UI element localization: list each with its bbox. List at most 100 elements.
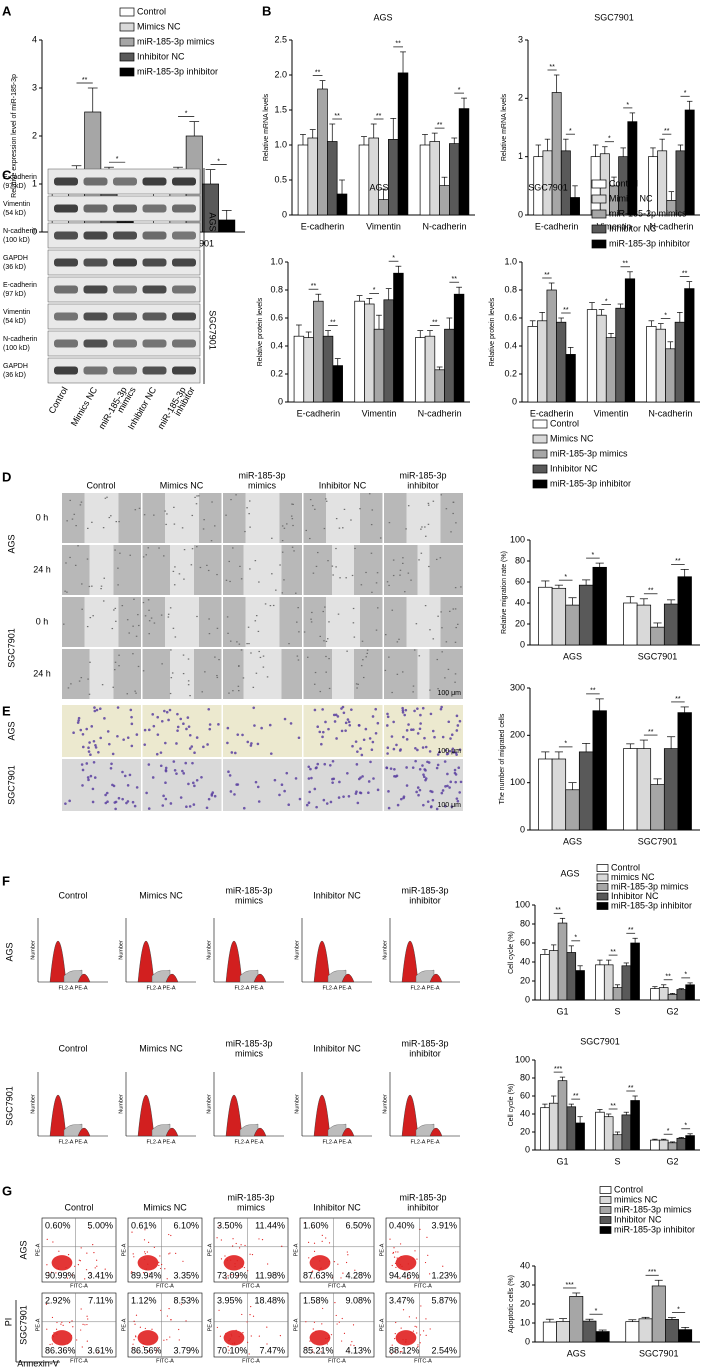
error-bar — [620, 147, 626, 157]
significance-label: * — [592, 552, 595, 559]
event-dot — [318, 1269, 321, 1272]
error-bar — [676, 312, 683, 323]
cell-speck — [239, 565, 241, 568]
event-dot — [248, 1353, 250, 1355]
legend-label: mimics NC — [614, 1194, 658, 1204]
event-dot — [415, 1317, 418, 1319]
bar — [638, 1318, 653, 1343]
error-bar — [628, 1319, 637, 1322]
cell-dot — [348, 723, 352, 727]
cell-dot — [344, 721, 348, 725]
quadrant-value: 4.28% — [345, 1270, 371, 1280]
cell-speck — [182, 654, 185, 656]
g1-peak — [401, 1095, 419, 1137]
cell-dot — [129, 708, 133, 712]
event-dot — [93, 1252, 95, 1254]
error-bar — [667, 736, 676, 749]
cell-speck — [118, 521, 120, 523]
cell-speck — [362, 676, 365, 679]
g2-peak — [341, 1127, 355, 1137]
cell-dot — [316, 725, 320, 728]
error-bar — [568, 782, 577, 790]
y-tick-label: 0 — [520, 824, 525, 834]
cell-dot — [414, 746, 417, 750]
bar — [595, 964, 605, 1001]
cell-dot — [367, 791, 370, 795]
transwell-image — [62, 705, 141, 757]
event-dot — [148, 1241, 150, 1243]
cell-dot — [185, 805, 188, 809]
cell-dot — [386, 746, 390, 749]
cell-speck — [142, 601, 145, 604]
cell-dot — [130, 715, 133, 719]
y-tick-label: 3 — [518, 34, 523, 44]
bar — [556, 1321, 571, 1343]
bar — [546, 289, 557, 403]
cell-dot — [256, 785, 260, 789]
event-dot — [131, 1271, 133, 1273]
panel-label: A — [2, 3, 12, 18]
error-bar — [653, 778, 662, 785]
hist-ylabel: Number — [294, 940, 300, 960]
cell-cluster — [51, 1255, 73, 1271]
cell-speck — [171, 672, 174, 674]
cell-dot — [389, 767, 393, 770]
cell-dot — [426, 760, 429, 764]
significance-label: *** — [566, 1282, 574, 1289]
cell-dot — [426, 800, 430, 803]
significance-label: ** — [563, 307, 569, 314]
cell-speck — [174, 636, 177, 638]
cell-speck — [313, 683, 316, 685]
cell-dot — [405, 766, 408, 769]
cell-dot — [422, 803, 425, 807]
quadrant-value: 5.00% — [87, 1220, 113, 1230]
significance-label: ** — [330, 319, 336, 326]
bar — [615, 307, 626, 403]
cell-speck — [69, 556, 71, 559]
significance-label: * — [574, 935, 577, 942]
cell-dot — [396, 803, 400, 807]
x-tick-label: E-cadherin — [530, 408, 574, 418]
cell-dot — [421, 746, 425, 749]
bar — [303, 337, 314, 403]
bar — [612, 1134, 623, 1151]
cell-speck — [132, 653, 134, 655]
cell-dot — [126, 800, 130, 803]
cell-speck — [323, 527, 326, 530]
significance-label: ** — [648, 588, 654, 595]
cell-dot — [390, 735, 394, 738]
quadrant-value: 1.23% — [431, 1270, 457, 1280]
legend-label: Inhibitor NC — [611, 891, 659, 901]
significance-label: ** — [648, 729, 654, 736]
legend-swatch — [591, 209, 607, 219]
event-dot — [219, 1335, 221, 1337]
cell-dot — [207, 797, 211, 801]
error-bar — [559, 917, 566, 924]
cell-speck — [148, 609, 150, 611]
event-dot — [407, 1263, 409, 1265]
event-dot — [305, 1346, 307, 1348]
dotplot-frame — [213, 1217, 289, 1283]
y-tick-label: 0.4 — [504, 340, 517, 350]
blot-band — [113, 366, 137, 375]
cell-speck — [310, 621, 313, 623]
bar — [630, 942, 640, 1001]
legend-label: miR-185-3p inhibitor — [137, 66, 218, 76]
event-dot — [175, 1252, 177, 1255]
cell-dot — [429, 712, 433, 716]
cell-speck — [249, 568, 251, 570]
error-bar — [568, 597, 577, 606]
cell-speck — [202, 528, 205, 530]
cell-speck — [190, 564, 193, 566]
y-tick-label: 40 — [520, 1260, 530, 1270]
blot-band — [113, 312, 137, 321]
error-bar — [602, 146, 608, 154]
event-dot — [311, 1277, 313, 1279]
blot-band — [172, 312, 196, 321]
cell-dot — [415, 790, 418, 794]
legend-label: Inhibitor NC — [609, 223, 657, 233]
g2-peak — [253, 1127, 267, 1137]
cell-dot — [411, 766, 415, 769]
x-tick-label: G2 — [666, 1006, 678, 1016]
event-dot — [135, 1314, 138, 1316]
